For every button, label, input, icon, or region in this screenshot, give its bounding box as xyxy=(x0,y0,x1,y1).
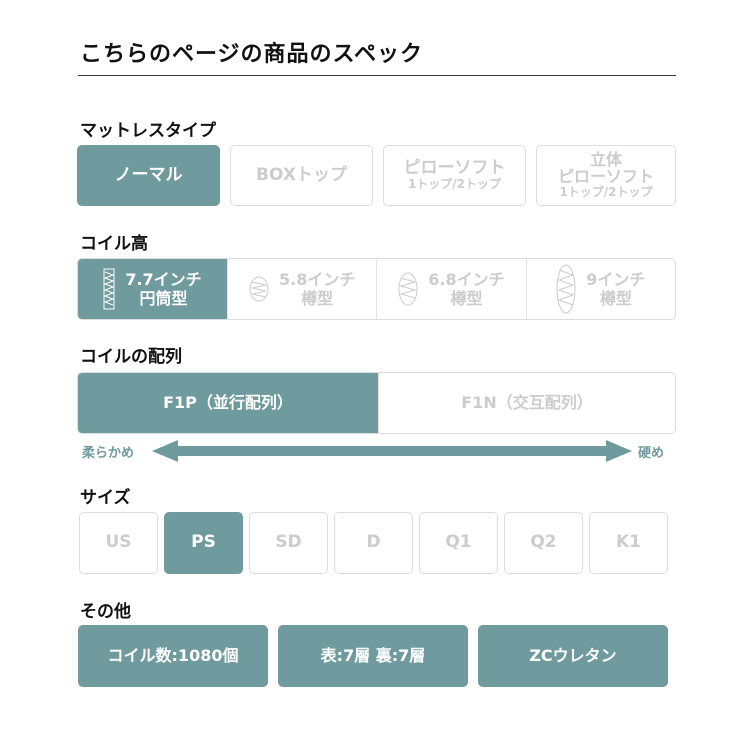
spec-urethane: ZCウレタン xyxy=(478,625,668,687)
section-size: サイズ xyxy=(80,488,131,508)
coil-arrangement-selector: F1P（並行配列） F1N（交互配列） xyxy=(77,372,676,434)
coil-height-6.8[interactable]: 6.8インチ 樽型 xyxy=(376,259,525,319)
coil-height-label: 5.8インチ xyxy=(278,269,356,289)
option-label: ピローソフト xyxy=(403,157,506,178)
size-label: K1 xyxy=(615,532,641,553)
size-label: Q2 xyxy=(530,532,557,553)
option-label: ノーマル xyxy=(114,164,183,185)
divider xyxy=(78,75,676,76)
coil-height-label: 9インチ xyxy=(586,269,646,289)
coil-shape-label: 円筒型 xyxy=(139,289,188,308)
page-title: こちらのページの商品のスペック xyxy=(80,42,424,67)
size-option-k1[interactable]: K1 xyxy=(589,512,668,574)
option-sublabel: 1トップ/2トップ xyxy=(407,177,502,192)
section-mattress-type: マットレスタイプ xyxy=(80,121,216,141)
coil-height-selector: 7.7インチ 円筒型 5.8インチ 樽型 6.8インチ 樽型 9インチ 樽型 xyxy=(77,258,676,320)
barrel-coil-icon xyxy=(249,276,269,302)
spec-label: コイル数:1080個 xyxy=(107,645,239,665)
coil-shape-label: 樽型 xyxy=(599,289,632,308)
arrangement-f1p[interactable]: F1P（並行配列） xyxy=(78,373,378,433)
coil-height-7.7[interactable]: 7.7インチ 円筒型 xyxy=(78,259,227,319)
size-label: Q1 xyxy=(445,532,472,553)
double-arrow-icon xyxy=(152,440,632,462)
mattress-option-box-top[interactable]: BOXトップ xyxy=(230,145,373,206)
option-label: ピローソフト xyxy=(557,167,654,187)
arrangement-f1n[interactable]: F1N（交互配列） xyxy=(378,373,675,433)
option-label: F1P（並行配列） xyxy=(163,393,293,413)
option-sublabel: 1トップ/2トップ xyxy=(559,185,653,199)
barrel-coil-icon xyxy=(556,264,576,314)
size-label: PS xyxy=(191,532,216,553)
size-option-q1[interactable]: Q1 xyxy=(419,512,498,574)
size-option-q2[interactable]: Q2 xyxy=(504,512,583,574)
coil-height-label: 7.7インチ xyxy=(125,269,202,289)
option-label: F1N（交互配列） xyxy=(461,393,593,413)
size-label: SD xyxy=(275,532,302,553)
size-option-d[interactable]: D xyxy=(334,512,413,574)
size-option-sd[interactable]: SD xyxy=(249,512,328,574)
spec-label: ZCウレタン xyxy=(529,645,617,665)
section-coil-arrangement: コイルの配列 xyxy=(80,347,182,367)
barrel-coil-icon xyxy=(398,272,418,306)
coil-shape-label: 樽型 xyxy=(450,289,483,308)
spec-label: 表:7層 裏:7層 xyxy=(320,645,426,665)
coil-shape-label: 樽型 xyxy=(301,289,334,308)
size-label: US xyxy=(105,532,132,553)
section-coil-height: コイル高 xyxy=(80,234,148,254)
option-label: BOXトップ xyxy=(256,164,347,185)
mattress-option-3d-pillow-soft[interactable]: 立体 ピローソフト 1トップ/2トップ xyxy=(536,145,676,206)
hard-label: 硬め xyxy=(638,446,665,461)
spec-layers: 表:7層 裏:7層 xyxy=(278,625,468,687)
mattress-option-pillow-soft[interactable]: ピローソフト 1トップ/2トップ xyxy=(383,145,526,206)
size-label: D xyxy=(366,532,381,553)
coil-height-9[interactable]: 9インチ 樽型 xyxy=(525,259,675,319)
soft-label: 柔らかめ xyxy=(82,446,135,461)
coil-height-5.8[interactable]: 5.8インチ 樽型 xyxy=(227,259,376,319)
coil-height-label: 6.8インチ xyxy=(428,269,505,289)
spec-coil-count: コイル数:1080個 xyxy=(78,625,268,687)
cylinder-coil-icon xyxy=(103,268,115,310)
mattress-option-normal[interactable]: ノーマル xyxy=(77,145,220,206)
section-other: その他 xyxy=(80,602,131,622)
size-option-ps[interactable]: PS xyxy=(164,512,243,574)
option-prefix: 立体 xyxy=(589,150,622,170)
size-option-us[interactable]: US xyxy=(79,512,158,574)
